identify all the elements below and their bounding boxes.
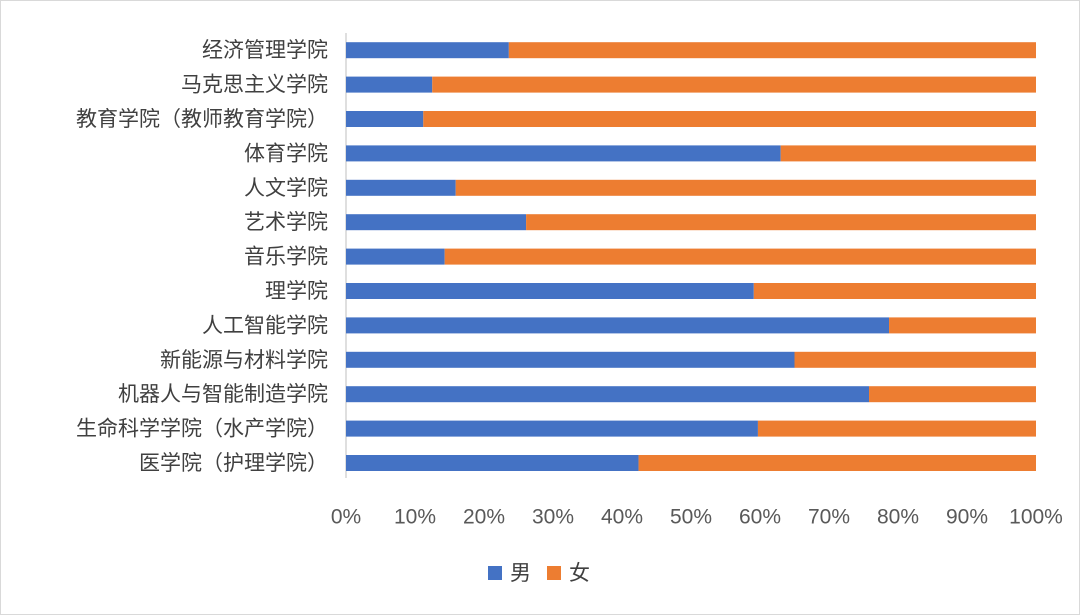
bar-male [346,420,758,437]
bar-male [346,42,509,59]
category-label: 马克思主义学院 [181,73,328,97]
x-tick-label: 100% [1009,506,1063,529]
bar-male [346,455,639,471]
bar-female [794,351,1036,368]
category-label: 新能源与材料学院 [160,348,328,372]
category-label: 艺术学院 [244,210,328,234]
x-tick-labels: 0% 10% 20% 30% 40% 50% 60% 70% 80% 90% 100% [331,506,1063,529]
bar-male [346,317,890,334]
bar-male [346,214,527,231]
category-label: 教育学院（教师教育学院） [76,107,328,131]
x-tick-label: 30% [532,506,574,529]
category-label: 理学院 [265,279,328,303]
x-tick-label: 20% [463,506,505,529]
bar-male [346,111,424,127]
bar-male [346,351,795,368]
bar-female [757,420,1036,437]
category-label: 机器人与智能制造学院 [118,382,328,406]
bar-male [346,386,870,403]
bar-female [423,111,1036,127]
bar-female [780,145,1036,162]
x-tick-label: 10% [394,506,436,529]
category-label: 体育学院 [244,141,328,165]
bar-female [753,283,1036,299]
bar-female [455,179,1037,196]
category-label: 医学院（护理学院） [139,451,328,475]
category-label: 人文学院 [244,176,328,200]
x-tick-label: 0% [331,506,361,529]
x-tick-label: 90% [946,506,988,529]
legend: 男女 [488,561,590,585]
bar-male [346,179,456,196]
legend-swatch-male [488,566,502,580]
category-label: 生命科学学院（水产学院） [76,417,328,441]
bar-female [638,455,1036,471]
bar-male [346,283,754,299]
bar-female [444,248,1036,265]
bar-female [869,386,1036,403]
legend-swatch-female [547,566,561,580]
bar-female [526,214,1036,231]
category-label: 人工智能学院 [202,313,328,337]
bar-female [508,42,1037,59]
x-tick-label: 80% [877,506,919,529]
bars [346,42,1037,471]
bar-male [346,248,445,265]
legend-label-female: 女 [569,561,590,585]
category-label: 经济管理学院 [202,38,328,62]
bar-female [432,76,1036,93]
x-tick-label: 70% [808,506,850,529]
x-tick-label: 40% [601,506,643,529]
bar-female [889,317,1036,334]
x-tick-label: 60% [739,506,781,529]
bar-male [346,145,781,162]
bar-male [346,76,433,93]
legend-label-male: 男 [510,561,531,585]
category-label: 音乐学院 [244,245,328,269]
x-tick-label: 50% [670,506,712,529]
